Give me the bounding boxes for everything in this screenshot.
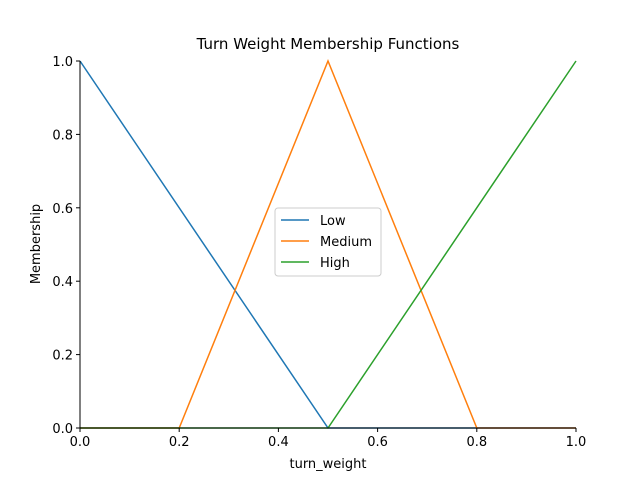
y-tick-label: 1.0	[52, 55, 73, 70]
x-tick-label: 0.6	[367, 435, 388, 450]
x-tick-label: 0.8	[466, 435, 487, 450]
y-axis-label: Membership	[29, 204, 44, 284]
legend-label-medium: Medium	[320, 235, 372, 250]
x-tick-label: 0.2	[169, 435, 190, 450]
x-tick-label: 0.0	[70, 435, 91, 450]
y-tick-label: 0.4	[52, 275, 73, 290]
legend-label-high: High	[320, 256, 350, 271]
y-tick-label: 0.2	[52, 349, 73, 364]
x-axis-label: turn_weight	[289, 457, 366, 472]
legend-label-low: Low	[320, 214, 346, 229]
x-tick-label: 0.4	[268, 435, 289, 450]
y-tick-label: 0.6	[52, 202, 73, 217]
legend-frame	[274, 207, 382, 277]
chart-title: Turn Weight Membership Functions	[196, 35, 460, 53]
y-ticks: 0.0 0.2 0.4 0.6 0.8 1.0	[52, 55, 80, 437]
y-tick-label: 0.8	[52, 128, 73, 143]
legend: Low Medium High	[274, 207, 382, 277]
x-tick-label: 1.0	[566, 435, 587, 450]
y-tick-label: 0.0	[52, 422, 73, 437]
x-ticks: 0.0 0.2 0.4 0.6 0.8 1.0	[70, 428, 587, 450]
